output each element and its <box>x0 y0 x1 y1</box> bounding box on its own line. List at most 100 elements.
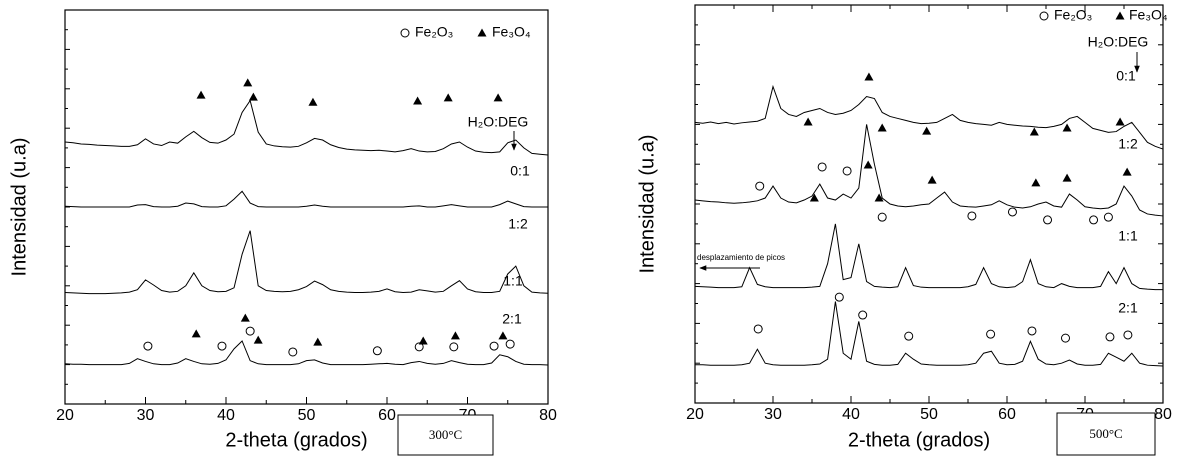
pattern-line <box>694 84 1164 150</box>
marker-circle <box>143 341 153 351</box>
marker-circle <box>858 310 868 320</box>
marker-triangle <box>243 78 253 87</box>
legend-symbol <box>477 28 487 37</box>
marker-circle <box>817 162 827 172</box>
marker-circle <box>986 329 996 339</box>
series-label: 2:1 <box>1118 300 1138 316</box>
marker-circle <box>1089 215 1099 225</box>
marker-triangle <box>308 97 318 106</box>
panel: 203040506070802-theta (grados)Intensidad… <box>8 9 557 456</box>
legend-symbol <box>1115 11 1125 20</box>
marker-triangle <box>498 331 508 340</box>
pattern-line <box>64 230 549 295</box>
marker-triangle <box>927 175 937 184</box>
marker-circle <box>372 346 382 356</box>
marker-circle <box>753 324 763 334</box>
legend-symbol <box>1039 11 1049 21</box>
marker-circle <box>1027 326 1037 336</box>
marker-triangle <box>313 337 323 346</box>
marker-triangle <box>196 90 206 99</box>
marker-triangle <box>1115 117 1125 126</box>
marker-circle <box>288 347 298 357</box>
series-label: 1:1 <box>1118 228 1138 244</box>
x-tick-label: 40 <box>217 407 235 424</box>
y-axis-label: Intensidad (u.a) <box>8 138 30 277</box>
x-tick-label: 30 <box>137 407 155 424</box>
marker-triangle <box>443 93 453 102</box>
temperature-label: 500°C <box>1089 426 1122 441</box>
legend-label: Fe₃O₄ <box>492 24 531 40</box>
x-tick-label: 20 <box>686 406 704 423</box>
marker-triangle <box>864 72 874 81</box>
legend-symbol <box>400 28 410 38</box>
marker-circle <box>1105 332 1115 342</box>
marker-triangle <box>877 123 887 132</box>
series-label: 0:1 <box>510 163 530 179</box>
marker-circle <box>449 342 459 352</box>
marker-circle <box>755 181 765 191</box>
x-tick-label: 80 <box>539 407 557 424</box>
marker-triangle <box>450 331 460 340</box>
marker-triangle <box>248 92 258 101</box>
marker-triangle <box>1029 127 1039 136</box>
series-label: 2:1 <box>502 311 522 327</box>
marker-triangle <box>493 93 503 102</box>
marker-circle <box>842 166 852 176</box>
pattern-line <box>64 99 549 156</box>
x-tick-label: 50 <box>298 407 316 424</box>
x-axis-label: 2-theta (grados) <box>225 429 367 451</box>
temperature-label: 300°C <box>429 427 462 442</box>
series-label: 0:1 <box>1116 68 1136 84</box>
series-label: 1:1 <box>503 273 523 289</box>
marker-circle <box>414 342 424 352</box>
marker-triangle <box>1031 178 1041 187</box>
marker-circle <box>489 341 499 351</box>
marker-triangle <box>863 160 873 169</box>
marker-triangle <box>809 193 819 202</box>
marker-triangle <box>418 336 428 345</box>
pattern-line <box>694 223 1163 291</box>
marker-circle <box>1007 207 1017 217</box>
pattern-line <box>695 301 1164 367</box>
marker-circle <box>217 341 227 351</box>
panel: 203040506070802-theta (grados)Intensidad… <box>636 4 1172 456</box>
x-tick-label: 80 <box>1154 406 1172 423</box>
x-tick-label: 50 <box>920 406 938 423</box>
marker-circle <box>1103 212 1113 222</box>
x-tick-label: 60 <box>998 406 1016 423</box>
marker-triangle <box>874 193 884 202</box>
temperature-box <box>1056 412 1156 456</box>
marker-triangle <box>803 117 813 126</box>
legend-label: Fe₃O₄ <box>1129 7 1168 23</box>
marker-circle <box>834 292 844 302</box>
temperature-box <box>397 414 494 456</box>
marker-triangle <box>413 96 423 105</box>
y-axis-label: Intensidad (u.a) <box>636 135 658 274</box>
series-label: 1:2 <box>1118 136 1138 152</box>
series-label: 1:2 <box>508 216 528 232</box>
ratio-label: H₂O:DEG <box>468 114 529 130</box>
x-axis-label: 2-theta (grados) <box>848 429 990 451</box>
marker-circle <box>505 339 515 349</box>
marker-triangle <box>922 126 932 135</box>
x-tick-label: 40 <box>842 406 860 423</box>
x-tick-label: 20 <box>56 407 74 424</box>
pattern-line <box>694 124 1164 217</box>
marker-triangle <box>240 313 250 322</box>
marker-circle <box>1123 330 1133 340</box>
marker-circle <box>1061 333 1070 343</box>
marker-triangle <box>253 335 263 344</box>
x-tick-label: 30 <box>764 406 782 423</box>
marker-triangle <box>1062 173 1072 182</box>
marker-circle <box>1043 215 1053 225</box>
marker-circle <box>967 211 977 221</box>
pattern-line <box>64 340 549 366</box>
legend-label: Fe₂O₃ <box>415 24 453 40</box>
marker-circle <box>904 331 914 341</box>
shift-label: desplazamiento de picos <box>697 253 785 262</box>
marker-triangle <box>191 329 201 338</box>
ratio-label: H₂O:DEG <box>1088 34 1149 50</box>
legend-label: Fe₂O₃ <box>1054 7 1092 23</box>
